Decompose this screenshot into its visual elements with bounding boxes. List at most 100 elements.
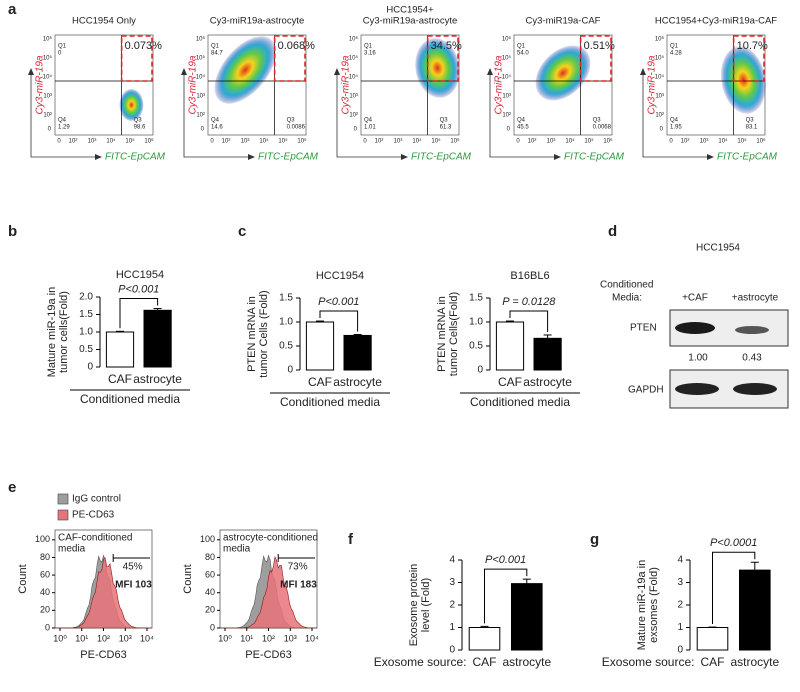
y-tick-label: 10⁶ <box>502 36 512 43</box>
x-tick-label: 10⁶ <box>603 138 613 145</box>
x-tick-label: 10⁰ <box>218 633 232 643</box>
quadrant-value: 0.0086 <box>287 125 306 131</box>
flow-title: HCC1954 Only <box>72 16 136 27</box>
y-tick-label: 80 <box>205 552 215 562</box>
blot-band <box>733 383 777 395</box>
x-tick-label: 10³ <box>394 139 403 145</box>
gate-box <box>426 35 459 82</box>
quadrant-value: 83.1 <box>746 125 758 131</box>
x-tick-label: 0 <box>363 139 367 145</box>
p-value: P<0.001 <box>118 283 159 295</box>
density-cloud <box>415 38 460 98</box>
x-tick-label: 0 <box>210 139 214 145</box>
x-tick-label: 10³ <box>284 633 297 643</box>
y-tick-label: 2 <box>677 600 683 611</box>
y-tick-label: 0 <box>287 365 293 376</box>
bar <box>343 334 372 371</box>
y-axis-label: exsomes (Fold) <box>648 567 660 643</box>
x-tick-label: 10⁵ <box>737 138 747 145</box>
x-tick-label: 10² <box>222 139 231 145</box>
lane-label: +CAF <box>682 293 708 304</box>
y-tick-label: 0 <box>87 362 93 373</box>
x-tick-label: astrocyte <box>133 372 182 386</box>
axis-arrow <box>183 70 253 158</box>
gate-percent: 0.073% <box>125 40 163 52</box>
x-axis-label: FITC-EpCAM <box>564 152 625 163</box>
x-tick-label: 10⁴ <box>718 138 728 145</box>
y-tick-label: 4 <box>449 555 455 566</box>
y-tick-label: 1.0 <box>79 327 93 338</box>
p-value: P<0.0001 <box>710 537 757 549</box>
axis-arrow <box>336 70 406 158</box>
x-tick-label: 10⁵ <box>431 138 441 145</box>
quadrant-name: Q3 <box>746 118 755 124</box>
y-axis-label: Cy3-miR-19a <box>647 55 658 114</box>
quadrant-value: 0.0068 <box>593 125 612 131</box>
x-tick-label: 10² <box>262 633 275 643</box>
row-label: PTEN <box>630 323 657 334</box>
arrow-head <box>554 154 561 160</box>
y-axis-label: tumor Cells (Fold) <box>258 290 270 377</box>
x-tick-label: 10⁴ <box>565 138 575 145</box>
x-prefix: Exosome source: <box>374 655 467 669</box>
group-label: Conditioned media <box>470 395 570 409</box>
y-tick-label: 0 <box>507 127 511 133</box>
chart-title: HCC1954 <box>116 269 164 281</box>
x-tick-label: 10⁶ <box>297 138 307 145</box>
y-tick-label: 1 <box>677 622 683 633</box>
y-tick-label: 40 <box>40 587 50 597</box>
y-tick-label: 3 <box>677 577 683 588</box>
y-tick-label: 0 <box>660 127 664 133</box>
y-tick-label: 1.5 <box>79 309 93 320</box>
gate-percent: 0.068% <box>278 40 316 52</box>
panel-letter: a <box>8 1 17 18</box>
sample-label: astrocyte-conditioned <box>223 533 318 544</box>
x-tick-label: 10⁴ <box>140 633 154 643</box>
quadrant-name: Q3 <box>134 118 143 124</box>
x-tick-label: 10⁵ <box>278 138 288 145</box>
y-tick-label: 0 <box>354 127 358 133</box>
x-axis-label: PE-CD63 <box>80 649 126 661</box>
y-axis-label: PTEN mRNA in <box>246 296 258 372</box>
x-tick-label: 10² <box>97 633 110 643</box>
significance-bracket <box>509 310 549 332</box>
media-label: Media: <box>612 293 642 304</box>
histogram-shape <box>55 557 153 629</box>
flow-title: Cy3-miR19a-astrocyte <box>210 16 305 27</box>
quadrant-name: Q4 <box>670 118 679 124</box>
mfi: MFI 183 <box>280 580 317 591</box>
x-tick-label: 10⁶ <box>450 138 460 145</box>
quadrant-name: Q4 <box>517 118 526 124</box>
quadrant-value: 84.7 <box>211 51 223 57</box>
quadrant-value: 14.6 <box>211 125 223 131</box>
significance-bracket <box>484 568 528 624</box>
x-tick-label: astrocyte <box>523 375 572 389</box>
y-tick-label: 10³ <box>655 94 664 100</box>
quadrant-value: 98.6 <box>134 125 146 131</box>
legend-label: PE-CD63 <box>72 510 115 521</box>
x-axis-label: FITC-EpCAM <box>258 152 319 163</box>
y-axis-label: Cy3-miR-19a <box>341 55 352 114</box>
y-tick-label: 10² <box>655 113 664 119</box>
panel-letter: c <box>238 223 246 240</box>
x-tick-label: 10⁴ <box>412 138 422 145</box>
y-tick-label: 100 <box>200 534 215 544</box>
y-tick-label: 10⁶ <box>196 36 206 43</box>
gate-box <box>732 35 765 82</box>
x-tick-label: 10¹ <box>75 633 88 643</box>
quadrant-name: Q4 <box>211 118 220 124</box>
quadrant-name: Q4 <box>58 118 67 124</box>
p-value: P<0.001 <box>485 554 526 566</box>
bar <box>696 627 729 651</box>
legend-swatch <box>57 509 69 521</box>
x-tick-label: 10³ <box>241 139 250 145</box>
p-value: P<0.001 <box>318 296 359 308</box>
y-tick-label: 10⁵ <box>43 55 53 62</box>
x-tick-label: CAF <box>498 375 522 389</box>
x-tick-label: 0 <box>57 139 61 145</box>
y-tick-label: 0 <box>477 365 483 376</box>
axis-arrow <box>30 70 100 158</box>
y-tick-label: 0 <box>48 127 52 133</box>
y-tick-label: 1.5 <box>279 293 293 304</box>
